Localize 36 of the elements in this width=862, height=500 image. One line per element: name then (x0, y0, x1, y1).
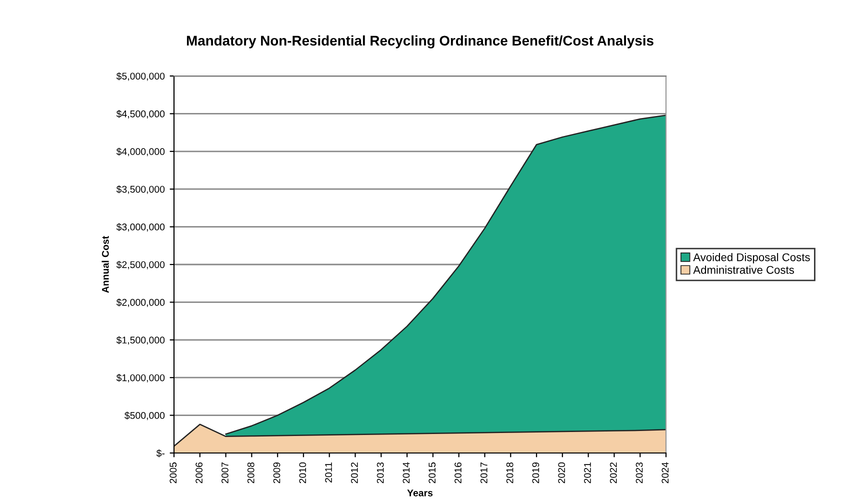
x-tick-label: 2023 (636, 462, 643, 484)
x-tick-label: 2022 (610, 462, 617, 484)
x-tick-label: 2010 (299, 462, 306, 484)
x-tick-label: 2005 (170, 462, 177, 484)
y-tick-label: $500,000 (124, 412, 165, 420)
y-tick-label: $4,000,000 (116, 148, 165, 156)
x-tick-label: 2016 (454, 462, 462, 484)
legend-label: Avoided Disposal Costs (693, 253, 810, 264)
x-tick-label: 2008 (247, 462, 254, 484)
x-tick-label: 2019 (532, 462, 540, 484)
y-tick-label: $- (156, 449, 165, 458)
x-tick-label: 2015 (428, 462, 436, 484)
x-tick-label: 2009 (273, 462, 280, 484)
y-tick-label: $1,000,000 (116, 374, 165, 382)
x-tick-label: 2014 (402, 462, 410, 484)
y-tick-label: $2,000,000 (116, 298, 165, 307)
x-tick-label: 2018 (506, 462, 514, 484)
x-tick-label: 2020 (558, 462, 566, 484)
x-tick-label: 2021 (584, 462, 591, 484)
y-tick-label: $3,500,000 (116, 185, 165, 194)
x-tick-label: 2006 (196, 462, 203, 484)
y-tick-label: $4,500,000 (116, 110, 165, 118)
y-tick-label: $3,000,000 (116, 223, 165, 232)
y-tick-label: $5,000,000 (116, 72, 165, 81)
x-tick-label: 2013 (376, 462, 384, 484)
y-axis-title: Annual Cost (102, 236, 109, 293)
x-axis-title: Years (407, 490, 433, 496)
x-tick-label: 2012 (350, 462, 358, 484)
y-tick-label: $2,500,000 (116, 260, 165, 270)
legend-label: Administrative Costs (693, 266, 794, 274)
x-tick-label: 2024 (662, 462, 669, 484)
x-tick-label: 2017 (480, 462, 488, 484)
chart-title: Mandatory Non-Residential Recycling Ordinance Benefit/Cost Analysis (186, 35, 654, 48)
y-tick-label: $1,500,000 (116, 336, 165, 345)
x-tick-label: 2007 (222, 462, 228, 484)
x-tick-label: 2011 (325, 462, 332, 482)
